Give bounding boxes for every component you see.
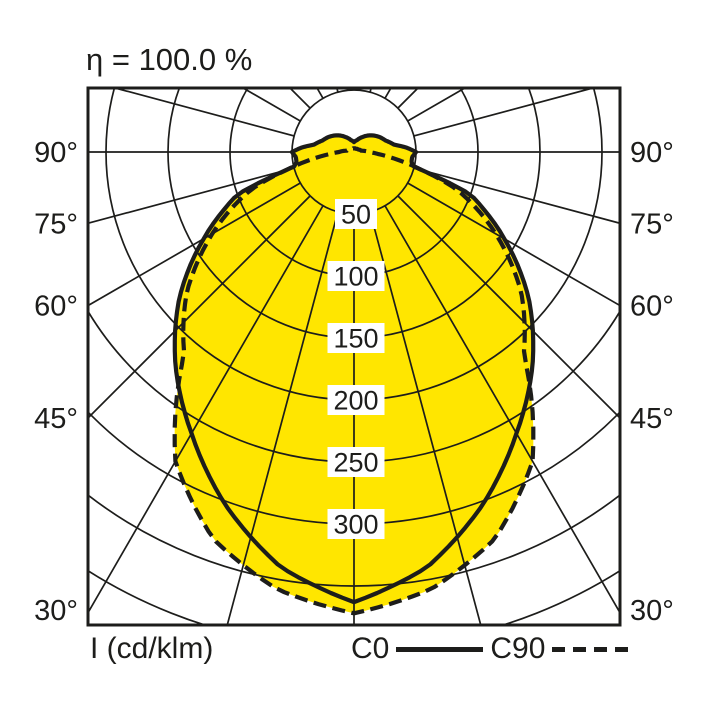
- c90-curve: [172, 146, 536, 616]
- radial-tick-labels: 50 100 150 200 250 300: [327, 199, 385, 540]
- curve-legend: C0 C90: [351, 632, 629, 666]
- c0-curve: [172, 133, 536, 605]
- angle-label-right: 30°: [630, 595, 674, 627]
- legend-c0-solid-line-sample: [396, 646, 484, 652]
- legend-c90-dashed-line-sample: [552, 646, 629, 652]
- angle-label-left: 45°: [34, 403, 78, 435]
- angle-label-right: 60°: [630, 291, 674, 323]
- radial-tick-label: 150: [333, 324, 378, 354]
- radial-tick-label: 100: [333, 262, 378, 292]
- plot-border: [86, 86, 622, 627]
- efficiency-label: η = 100.0 %: [86, 42, 253, 77]
- angle-label-left: 60°: [34, 291, 78, 323]
- angle-label-right: 75°: [630, 208, 674, 240]
- radial-axis-unit-label: I (cd/klm): [90, 632, 214, 665]
- legend-row: I (cd/klm) C0 C90: [0, 630, 708, 670]
- angle-label-left: 30°: [34, 595, 78, 627]
- angle-label-left: 90°: [34, 137, 78, 169]
- radial-tick-label: 200: [333, 386, 378, 416]
- radial-tick-label: 50: [341, 200, 371, 230]
- angle-label-left: 75°: [34, 208, 78, 240]
- radial-tick-label: 300: [333, 510, 378, 540]
- legend-c0-label: C0: [351, 632, 390, 665]
- angle-tick-labels: 90° 90° 75° 75° 60° 60° 45° 45° 30° 30°: [34, 137, 674, 627]
- radial-tick-label: 250: [333, 448, 378, 478]
- angle-label-right: 90°: [630, 137, 674, 169]
- legend-c90-label: C90: [490, 632, 546, 665]
- angle-label-right: 45°: [630, 403, 674, 435]
